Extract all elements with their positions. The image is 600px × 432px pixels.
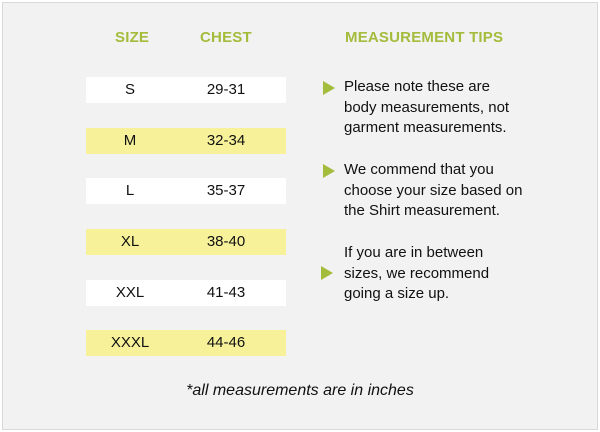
size-column-header: SIZE — [115, 29, 149, 46]
triangle-right-icon — [323, 164, 335, 178]
tip-line: If you are in between — [344, 243, 544, 264]
measurement-tips-header: MEASUREMENT TIPS — [345, 29, 503, 46]
size-row: XL 38-40 — [86, 229, 286, 255]
tip-shirt-measurement: We commend that you choose your size bas… — [344, 160, 544, 222]
size-cell: XL — [86, 229, 174, 255]
size-row: XXXL 44-46 — [86, 330, 286, 356]
chest-cell: 29-31 — [190, 77, 262, 103]
size-row: M 32-34 — [86, 128, 286, 154]
chest-cell: 44-46 — [190, 330, 262, 356]
tip-line: garment measurements. — [344, 118, 544, 139]
tip-line: the Shirt measurement. — [344, 201, 544, 222]
tip-line: We commend that you — [344, 160, 544, 181]
tip-line: sizes, we recommend — [344, 264, 544, 285]
chest-cell: 35-37 — [190, 178, 262, 204]
size-cell: M — [86, 128, 174, 154]
size-row: S 29-31 — [86, 77, 286, 103]
tip-body-measurements: Please note these are body measurements,… — [344, 77, 544, 139]
tip-line: Please note these are — [344, 77, 544, 98]
size-row: XXL 41-43 — [86, 280, 286, 306]
size-cell: S — [86, 77, 174, 103]
chest-column-header: CHEST — [200, 29, 252, 46]
size-row: L 35-37 — [86, 178, 286, 204]
size-cell: XXXL — [86, 330, 174, 356]
tip-line: choose your size based on — [344, 181, 544, 202]
chest-cell: 32-34 — [190, 128, 262, 154]
triangle-right-icon — [323, 81, 335, 95]
chest-cell: 41-43 — [190, 280, 262, 306]
chest-cell: 38-40 — [190, 229, 262, 255]
triangle-right-icon — [321, 266, 333, 280]
tip-line: body measurements, not — [344, 98, 544, 119]
tip-line: going a size up. — [344, 284, 544, 305]
units-footnote: *all measurements are in inches — [0, 382, 600, 400]
size-cell: L — [86, 178, 174, 204]
tip-size-up: If you are in between sizes, we recommen… — [344, 243, 544, 305]
size-cell: XXL — [86, 280, 174, 306]
